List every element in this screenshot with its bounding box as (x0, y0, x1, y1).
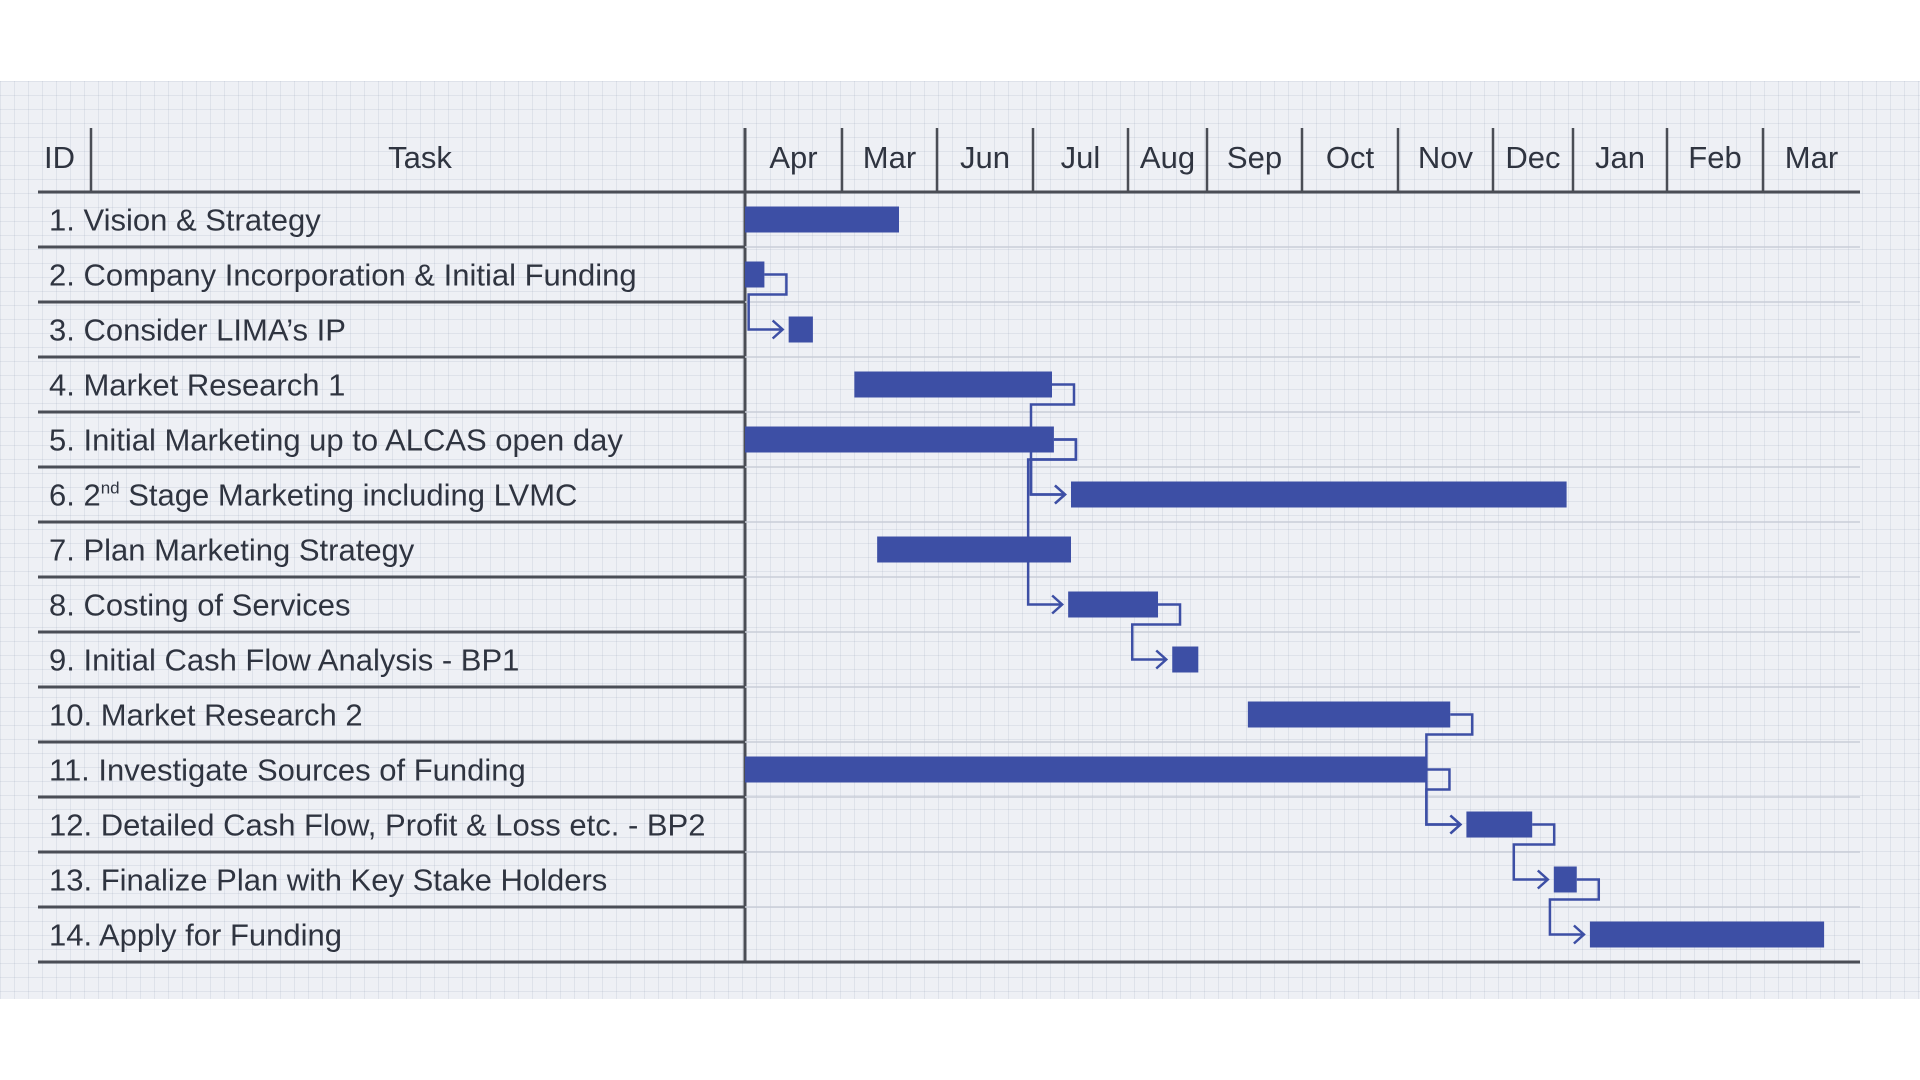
task-row-label: 6. 2nd Stage Marketing including LVMC (49, 478, 577, 513)
dependency-link (1548, 878, 1601, 936)
task-id: 8. (49, 588, 83, 623)
task-name: Market Research 1 (83, 368, 345, 403)
task-id: 5. (49, 423, 83, 458)
task-id: 6. (49, 478, 83, 513)
task-bar (745, 426, 1054, 453)
month-label: Jan (1595, 140, 1645, 175)
task-name: Initial Cash Flow Analysis - BP1 (83, 643, 519, 678)
task-id: 1. (49, 203, 83, 238)
dependency-arrowhead (1051, 594, 1065, 615)
month-label: Sep (1227, 140, 1282, 175)
month-label: Feb (1688, 140, 1741, 175)
dependency-link (1512, 823, 1556, 881)
task-bar (854, 371, 1052, 398)
task-row-label: 7. Plan Marketing Strategy (49, 533, 415, 568)
task-bar (1172, 646, 1199, 673)
task-id: 3. (49, 313, 83, 348)
dependency-arrowhead (1449, 814, 1463, 835)
task-id: 14. (49, 918, 99, 953)
month-label: Mar (863, 140, 916, 175)
dependency-arrowhead (1536, 869, 1550, 890)
task-row-label: 14. Apply for Funding (49, 918, 342, 953)
task-row-label: 9. Initial Cash Flow Analysis - BP1 (49, 643, 519, 678)
task-bar (745, 206, 899, 233)
dependency-link (747, 273, 788, 331)
dependency-link (1130, 603, 1182, 661)
task-bar (788, 316, 813, 343)
task-id: 12. (49, 808, 101, 843)
task-bar (1068, 591, 1159, 618)
header-row: ID Task (44, 140, 452, 175)
task-bar (1071, 481, 1567, 508)
task-id: 4. (49, 368, 83, 403)
dependency-arrowhead (771, 319, 785, 340)
month-label: Oct (1326, 140, 1375, 175)
dependency-arrowhead (1573, 924, 1586, 945)
task-bar (1589, 921, 1825, 948)
month-label: Nov (1418, 140, 1474, 175)
task-name: Company Incorporation & Initial Funding (83, 258, 636, 293)
month-axis: Apr Mar Jun Jul Aug Sep Oct Nov Dec Jan Feb Mar (769, 128, 1838, 192)
task-row-label: 4. Market Research 1 (49, 368, 345, 403)
dependency-link (1425, 768, 1461, 826)
month-label: Dec (1505, 140, 1560, 175)
task-name: Initial Marketing up to ALCAS open day (83, 423, 623, 458)
id-header: ID (44, 140, 75, 175)
task-bar (1466, 811, 1533, 838)
task-bar (745, 756, 1428, 783)
task-name: Costing of Services (83, 588, 350, 623)
task-bar (877, 536, 1071, 563)
task-name: Consider LIMA’s IP (83, 313, 345, 348)
task-row-label: 8. Costing of Services (49, 588, 351, 623)
task-name: Plan Marketing Strategy (83, 533, 414, 568)
month-label: Apr (769, 140, 817, 175)
month-label: Mar (1785, 140, 1838, 175)
task-row-label: 10. Market Research 2 (49, 698, 363, 733)
task-row-label: 13. Finalize Plan with Key Stake Holders (49, 863, 607, 898)
task-row-label: 11. Investigate Sources of Funding (49, 753, 526, 788)
dependency-link (1026, 438, 1078, 606)
task-id: 13. (49, 863, 101, 898)
task-row-label: 12. Detailed Cash Flow, Profit & Loss et… (49, 808, 705, 843)
task-bar (1247, 701, 1451, 728)
task-name: Market Research 2 (101, 698, 363, 733)
task-row-label: 2. Company Incorporation & Initial Fundi… (49, 258, 637, 293)
task-row-label: 3. Consider LIMA’s IP (49, 313, 346, 348)
task-id: 7. (49, 533, 83, 568)
task-name: Finalize Plan with Key Stake Holders (101, 863, 608, 898)
task-bars (745, 206, 1825, 948)
task-row-label: 1. Vision & Strategy (49, 203, 321, 238)
task-id: 2. (49, 258, 83, 293)
task-row-label: 5. Initial Marketing up to ALCAS open da… (49, 423, 623, 458)
task-name: Detailed Cash Flow, Profit & Loss etc. -… (101, 808, 706, 843)
task-name: Investigate Sources of Funding (98, 753, 525, 788)
task-id: 11. (49, 753, 98, 788)
month-label: Aug (1140, 140, 1195, 175)
dependency-arrowhead (1054, 484, 1067, 505)
task-name: Vision & Strategy (83, 203, 321, 238)
task-header: Task (388, 140, 452, 175)
task-id: 10. (49, 698, 101, 733)
dependency-links (747, 273, 1601, 945)
task-id: 9. (49, 643, 83, 678)
task-name: Apply for Funding (99, 918, 342, 953)
task-bar (1553, 866, 1577, 893)
task-bar (745, 261, 765, 288)
month-label: Jul (1061, 140, 1101, 175)
table-rules (38, 128, 1860, 964)
month-label: Jun (960, 140, 1010, 175)
dependency-arrowhead (1155, 649, 1169, 670)
